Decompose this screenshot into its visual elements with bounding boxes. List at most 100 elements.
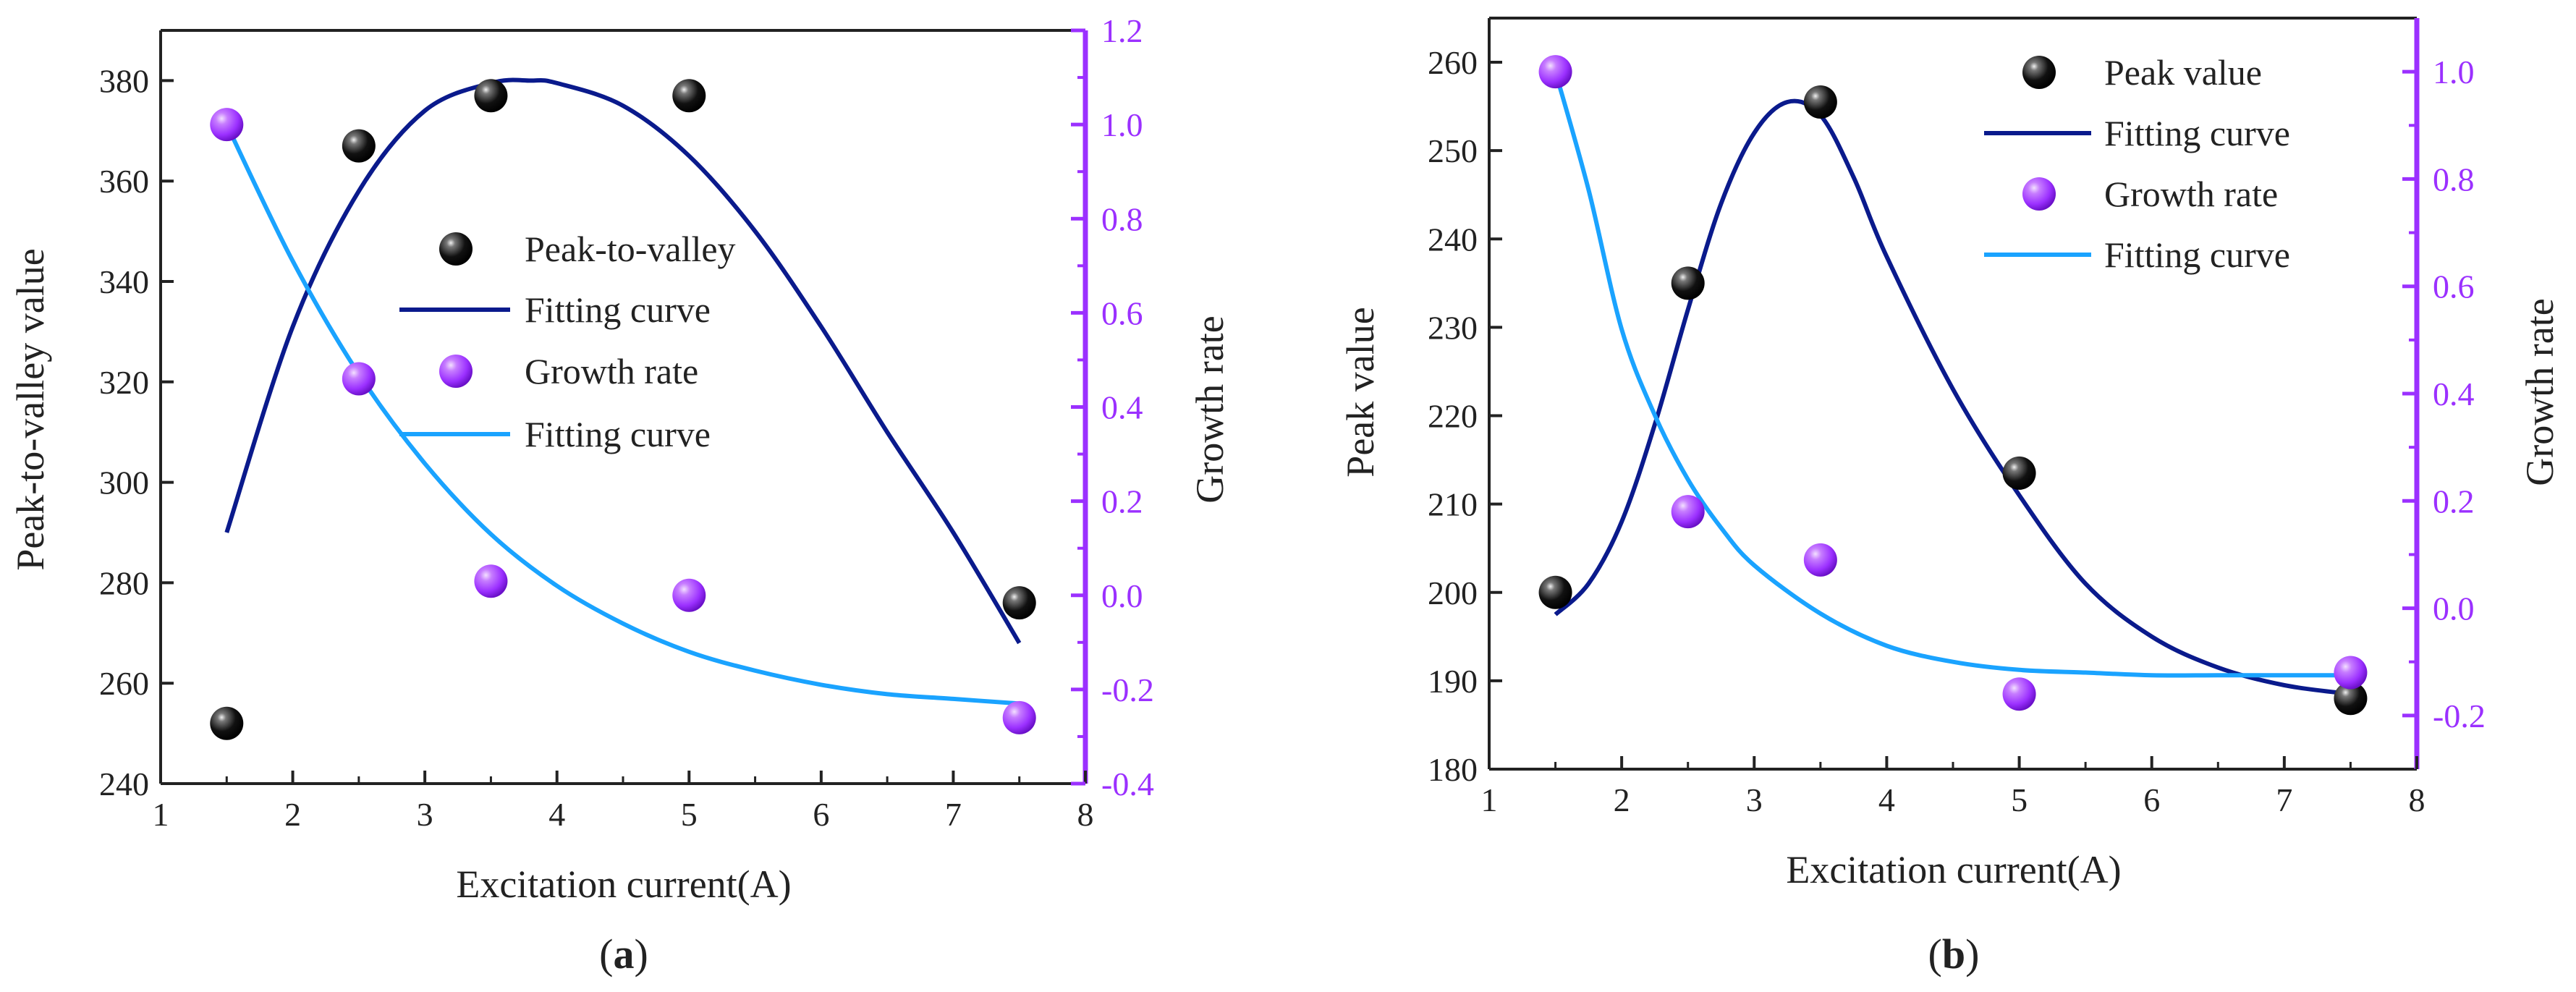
left-tick-label: 260 [1428, 44, 1478, 81]
panel-a-letter: a [614, 930, 635, 978]
left-tick-label: 240 [1428, 221, 1478, 258]
right-tick-label: -0.4 [1101, 766, 1154, 802]
peak-point [1803, 85, 1837, 119]
bottom-tick-label: 2 [1614, 781, 1630, 818]
bottom-tick-label: 6 [2143, 781, 2160, 818]
growth-rate-point [1538, 55, 1572, 89]
panel-b: 180 190 200 210 220 230 240 250 260 1 2 3 4 5 6 7 8 -0.… [1339, 17, 2562, 978]
panel-b-left-ticks: 180 190 200 210 220 230 240 250 260 [1428, 44, 1502, 788]
panel-b-bottom-ticks: 1 2 3 4 5 6 7 8 [1481, 756, 2425, 818]
left-tick-label: 230 [1428, 309, 1478, 346]
growth-rate-point [672, 578, 706, 612]
growth-rate-point [210, 108, 244, 142]
panel-b-y2-axis-title: Growth rate [2518, 298, 2562, 486]
panel-b-letter: b [1942, 930, 1965, 978]
left-tick-label: 250 [1428, 132, 1478, 169]
fitting-curve-left [224, 77, 1022, 645]
panel-b-right-ticks: -0.2 0.0 0.2 0.4 0.6 0.8 1.0 [2402, 54, 2486, 734]
bottom-tick-label: 4 [1878, 781, 1895, 818]
bottom-tick-label: 1 [153, 796, 169, 833]
panel-a-x-axis-title: Excitation current(A) [456, 862, 791, 906]
bottom-tick-label: 6 [813, 796, 829, 833]
legend-a-peak-marker [439, 232, 473, 266]
fitting-curve-right [1553, 71, 2351, 678]
panel-a-legend: Peak-to-valley Fitting curve Growth rate… [399, 229, 736, 454]
legend-a-peak-label: Peak-to-valley [525, 229, 736, 269]
left-tick-label: 300 [99, 465, 149, 501]
bottom-tick-label: 2 [284, 796, 301, 833]
left-tick-label: 180 [1428, 751, 1478, 788]
left-tick-label: 360 [99, 163, 149, 200]
panel-b-y-axis-title: Peak value [1339, 307, 1382, 477]
legend-b-peak-label: Peak value [2104, 52, 2262, 93]
right-tick-label: 0.4 [1101, 389, 1143, 426]
left-tick-label: 280 [99, 564, 149, 601]
right-tick-label: 0.2 [2433, 483, 2475, 520]
growth-rate-point [342, 362, 376, 396]
panel-b-gridless-plot: 180 190 200 210 220 230 240 250 260 1 2 3 4 5 6 7 8 -0.… [1428, 17, 2486, 818]
right-tick-label: -0.2 [2433, 698, 2486, 734]
bottom-tick-label: 1 [1481, 781, 1498, 818]
right-tick-label: 0.4 [2433, 376, 2475, 412]
left-tick-label: 200 [1428, 575, 1478, 611]
bottom-tick-label: 7 [2276, 781, 2292, 818]
left-tick-label: 190 [1428, 663, 1478, 700]
right-tick-label: 0.8 [1101, 200, 1143, 237]
panel-b-curves [1553, 71, 2351, 697]
growth-rate-point [1671, 495, 1705, 529]
legend-a-fit2-label: Fitting curve [525, 414, 711, 454]
left-tick-label: 340 [99, 263, 149, 300]
panel-a-axes [159, 29, 1088, 785]
peak-point [1002, 586, 1036, 620]
growth-rate-point [474, 564, 508, 598]
left-tick-label: 220 [1428, 398, 1478, 435]
legend-b-growth-label: Growth rate [2104, 174, 2278, 214]
right-tick-label: 0.2 [1101, 483, 1143, 520]
bottom-tick-label: 5 [681, 796, 698, 833]
legend-a-growth-marker [439, 355, 473, 388]
right-tick-label: 0.0 [2433, 590, 2475, 627]
panel-a-y-axis-title: Peak-to-valley value [9, 248, 52, 570]
bottom-tick-label: 3 [1746, 781, 1763, 818]
growth-rate-point [1803, 543, 1837, 577]
growth-rate-point [2002, 677, 2036, 711]
panel-a-points [210, 79, 1036, 740]
right-tick-label: 0.0 [1101, 577, 1143, 614]
right-tick-label: -0.2 [1101, 671, 1154, 708]
panel-b-legend: Peak value Fitting curve Growth rate Fit… [1984, 52, 2290, 275]
right-tick-label: 1.0 [1101, 106, 1143, 143]
left-tick-label: 320 [99, 364, 149, 401]
left-tick-label: 260 [99, 665, 149, 702]
legend-a-growth-label: Growth rate [525, 351, 698, 391]
peak-point [2334, 682, 2368, 716]
panel-a-y2-axis-title: Growth rate [1188, 315, 1232, 503]
right-tick-label: 0.6 [2433, 268, 2475, 305]
panel-b-points [1538, 55, 2368, 716]
bottom-tick-label: 8 [2409, 781, 2425, 818]
peak-point [474, 79, 508, 113]
panel-b-label: (b) [1928, 930, 1980, 978]
left-tick-label: 240 [99, 766, 149, 802]
panel-b-x-axis-title: Excitation current(A) [1786, 848, 2121, 891]
right-tick-label: 0.8 [2433, 161, 2475, 198]
fitting-curve-right [224, 123, 1020, 706]
peak-point [672, 79, 706, 113]
legend-b-fit1-label: Fitting curve [2104, 113, 2290, 153]
peak-point [2002, 456, 2036, 490]
growth-rate-point [1002, 700, 1036, 734]
legend-b-growth-marker [2022, 177, 2056, 211]
legend-b-fit2-label: Fitting curve [2104, 234, 2290, 275]
legend-a-fit1-label: Fitting curve [525, 289, 711, 330]
bottom-tick-label: 3 [417, 796, 433, 833]
bottom-tick-label: 7 [945, 796, 962, 833]
left-tick-label: 380 [99, 62, 149, 99]
panel-a-bottom-ticks: 1 2 3 4 5 6 7 8 [153, 771, 1094, 833]
bottom-tick-label: 8 [1077, 796, 1094, 833]
peak-point [1538, 575, 1572, 609]
right-tick-label: 1.0 [2433, 54, 2475, 90]
left-tick-label: 210 [1428, 486, 1478, 523]
panel-a-left-ticks: 240 260 280 300 320 340 360 380 [99, 62, 174, 802]
